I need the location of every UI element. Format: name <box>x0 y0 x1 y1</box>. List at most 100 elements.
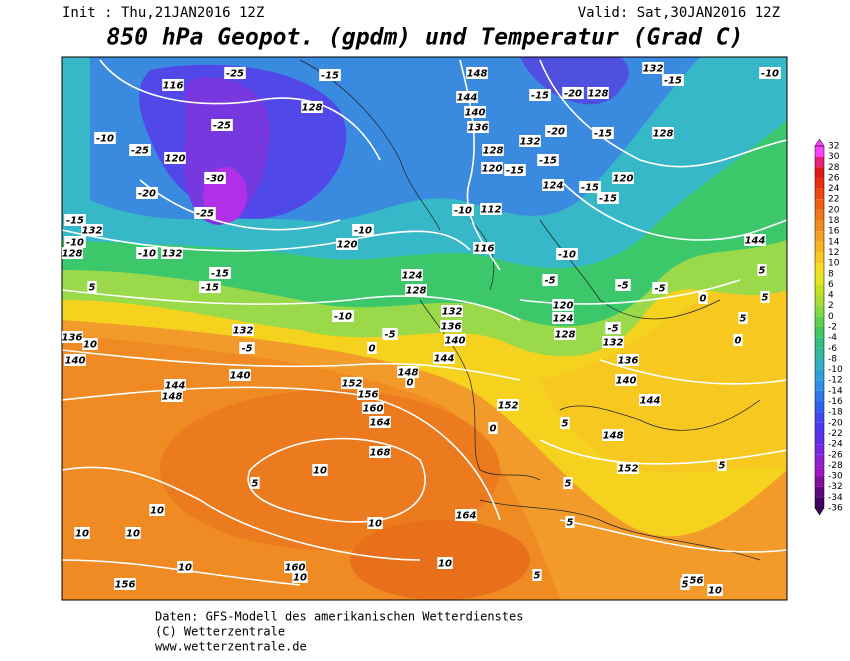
colorbar-label: -4 <box>828 333 837 343</box>
colorbar-segment <box>815 433 824 445</box>
label-box <box>529 89 551 101</box>
map-label: -10 <box>334 312 352 323</box>
label-box <box>519 135 541 147</box>
label-box <box>456 91 478 103</box>
map-label: -30 <box>206 174 224 185</box>
label-box <box>177 561 193 573</box>
label-box <box>455 509 477 521</box>
map-label: -5 <box>384 330 395 341</box>
label-box <box>352 224 374 236</box>
map-field <box>62 57 787 600</box>
label-box <box>136 247 158 259</box>
map-label: 10 <box>368 519 382 530</box>
colorbar-label: -34 <box>828 493 843 503</box>
label-box <box>615 279 631 291</box>
map-label: 0 <box>407 378 414 389</box>
map-label: 10 <box>293 573 307 584</box>
label-box <box>433 352 455 364</box>
colorbar-label: 8 <box>828 269 834 279</box>
label-box <box>164 379 186 391</box>
colorbar-label: -12 <box>828 376 843 386</box>
label-box <box>612 172 634 184</box>
map-label: 140 <box>465 108 486 119</box>
label-box <box>94 132 116 144</box>
label-box <box>717 459 727 471</box>
map-label: -10 <box>454 206 472 217</box>
map-label: 156 <box>683 576 704 587</box>
map-label: -10 <box>138 249 156 260</box>
map-label: 5 <box>534 571 541 582</box>
label-box <box>602 336 624 348</box>
map-label: 144 <box>434 354 455 365</box>
map-label: -15 <box>506 166 524 177</box>
colorbar-segment <box>815 369 824 381</box>
map-label: 128 <box>483 146 504 157</box>
map-label: -15 <box>66 216 84 227</box>
colorbar-label: -36 <box>828 504 843 514</box>
label-box <box>587 87 609 99</box>
colorbar-segment <box>815 327 824 338</box>
colorbar-segment <box>815 316 824 327</box>
map-label: -5 <box>544 276 555 287</box>
colorbar-segment <box>815 220 824 232</box>
colorbar-label: 26 <box>828 173 840 183</box>
colorbar-segment <box>815 454 824 466</box>
map-label: 128 <box>653 129 674 140</box>
colorbar-segment <box>815 486 824 498</box>
colorbar-segment <box>815 444 824 455</box>
map-label: 136 <box>468 123 489 134</box>
colorbar-segment <box>815 337 824 349</box>
colorbar-segment <box>815 199 824 210</box>
map-label: 124 <box>553 314 574 325</box>
label-box <box>757 264 767 276</box>
label-box <box>62 331 83 343</box>
map-label: -25 <box>196 209 214 220</box>
colorbar-segment <box>815 390 824 402</box>
label-box <box>556 248 578 260</box>
map-label: 124 <box>543 181 564 192</box>
map-label: 132 <box>82 226 103 237</box>
map-label: -20 <box>547 127 565 138</box>
map-label: -10 <box>96 134 114 145</box>
colorbar-label: -14 <box>828 386 843 396</box>
label-box <box>250 477 260 489</box>
label-box <box>367 342 377 354</box>
map-label: -5 <box>654 284 665 295</box>
map-label: -15 <box>321 71 339 82</box>
map-label: 140 <box>65 356 86 367</box>
label-box <box>149 504 165 516</box>
label-box <box>565 516 575 528</box>
label-box <box>441 305 463 317</box>
footer-line: (C) Wetterzentrale <box>155 625 285 639</box>
label-box <box>759 67 781 79</box>
map-label: -25 <box>226 69 244 80</box>
map-label: 148 <box>398 368 419 379</box>
label-box <box>597 192 619 204</box>
colorbar-segment <box>815 422 824 434</box>
label-box <box>64 214 86 226</box>
label-box <box>473 242 495 254</box>
label-box <box>332 310 354 322</box>
label-box <box>560 417 570 429</box>
colorbar-label: -18 <box>828 408 843 418</box>
colorbar-label: 14 <box>828 237 840 247</box>
colorbar-segment <box>815 401 824 413</box>
colorbar-label: -28 <box>828 461 843 471</box>
label-box <box>744 234 766 246</box>
contour <box>62 59 787 586</box>
label-box <box>64 354 86 366</box>
label-box <box>437 557 453 569</box>
colorbar-label: 0 <box>828 312 834 322</box>
label-box <box>397 366 419 378</box>
map-label: 152 <box>618 464 639 475</box>
colorbar-label: -32 <box>828 482 843 492</box>
colorbar-label: -10 <box>828 365 843 375</box>
map-label: -15 <box>599 194 617 205</box>
colorbar-label: -20 <box>828 418 843 428</box>
map-label: 10 <box>708 586 722 597</box>
map-label: -10 <box>761 69 779 80</box>
map-label: 0 <box>369 344 376 355</box>
colorbar-segment <box>815 209 824 221</box>
